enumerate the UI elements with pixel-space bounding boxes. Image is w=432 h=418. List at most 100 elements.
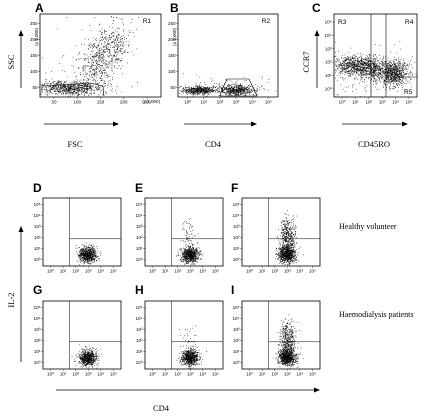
- scatter-point: [75, 81, 77, 83]
- scatter-point: [247, 91, 249, 93]
- scatter-point: [68, 84, 70, 85]
- scatter-point: [87, 86, 89, 88]
- scatter-point: [348, 57, 350, 58]
- scatter-point: [103, 80, 105, 82]
- scatter-point: [247, 91, 248, 92]
- scatter-point: [249, 89, 251, 91]
- scatter-point: [343, 64, 345, 65]
- scatter-point: [367, 68, 369, 69]
- scatter-point: [111, 68, 113, 70]
- scatter-point: [221, 88, 223, 89]
- scatter-point: [204, 89, 206, 90]
- scatter-point: [386, 68, 387, 69]
- scatter-point: [347, 63, 348, 65]
- scatter-point: [376, 66, 378, 67]
- scatter-point: [380, 69, 382, 70]
- scatter-point: [96, 54, 98, 56]
- scatter-point: [104, 49, 106, 50]
- scatter-point: [76, 248, 78, 249]
- scatter-point: [53, 81, 55, 83]
- scatter-point: [338, 66, 340, 68]
- scatter-point: [362, 54, 363, 55]
- scatter-point: [381, 62, 383, 64]
- scatter-point: [208, 92, 210, 93]
- scatter-point: [390, 76, 392, 78]
- scatter-point: [230, 91, 231, 92]
- scatter-point: [101, 79, 103, 81]
- scatter-point: [104, 63, 106, 65]
- scatter-point: [121, 45, 123, 47]
- scatter-point: [44, 86, 46, 88]
- scatter-point: [83, 245, 85, 246]
- scatter-point: [360, 59, 362, 60]
- scatter-point: [337, 60, 339, 62]
- scatter-point: [229, 93, 231, 95]
- scatter-point: [60, 82, 62, 84]
- scatter-point: [401, 84, 403, 86]
- scatter-point: [194, 94, 195, 95]
- scatter-point: [343, 62, 344, 64]
- scatter-point: [111, 58, 112, 59]
- scatter-point: [348, 64, 350, 66]
- scatter-point: [85, 84, 86, 86]
- scatter-point: [397, 76, 399, 78]
- scatter-point: [63, 85, 65, 87]
- scatter-point: [263, 88, 265, 90]
- panel-d-events: [75, 242, 102, 267]
- scatter-point: [92, 250, 93, 252]
- scatter-point: [371, 72, 373, 73]
- scatter-point: [397, 75, 399, 77]
- scatter-point: [230, 86, 232, 88]
- scatter-point: [120, 38, 122, 40]
- scatter-point: [72, 88, 73, 90]
- scatter-point: [374, 66, 376, 68]
- scatter-point: [231, 84, 232, 86]
- scatter-point: [370, 68, 372, 70]
- scatter-point: [367, 57, 369, 59]
- scatter-point: [397, 70, 399, 72]
- scatter-point: [390, 65, 391, 67]
- scatter-point: [383, 82, 385, 84]
- scatter-point: [109, 47, 111, 49]
- scatter-point: [201, 86, 202, 88]
- scatter-point: [394, 82, 396, 84]
- scatter-point: [197, 88, 198, 90]
- scatter-point: [411, 72, 413, 74]
- scatter-point: [403, 68, 405, 69]
- scatter-point: [192, 92, 194, 94]
- scatter-point: [358, 66, 359, 67]
- scatter-point: [229, 91, 231, 93]
- scatter-point: [87, 259, 89, 261]
- scatter-point: [70, 86, 72, 88]
- scatter-point: [74, 89, 75, 91]
- scatter-point: [64, 91, 65, 92]
- scatter-point: [114, 66, 116, 68]
- scatter-point: [383, 87, 384, 88]
- scatter-point: [79, 87, 81, 89]
- scatter-point: [88, 44, 89, 46]
- scatter-point: [218, 87, 219, 89]
- scatter-point: [229, 92, 231, 94]
- scatter-point: [84, 253, 86, 254]
- scatter-point: [390, 71, 392, 73]
- scatter-point: [386, 70, 388, 72]
- scatter-point: [106, 35, 107, 37]
- scatter-point: [74, 89, 76, 90]
- scatter-point: [370, 77, 372, 79]
- scatter-point: [206, 89, 207, 90]
- scatter-point: [94, 249, 96, 251]
- scatter-point: [196, 92, 197, 94]
- scatter-point: [99, 60, 100, 62]
- scatter-point: [90, 249, 92, 251]
- scatter-point: [108, 35, 110, 36]
- scatter-point: [214, 86, 216, 88]
- scatter-point: [100, 254, 101, 256]
- scatter-point: [91, 50, 93, 52]
- scatter-point: [226, 91, 228, 92]
- scatter-point: [191, 91, 193, 93]
- scatter-point: [121, 19, 123, 21]
- scatter-point: [226, 90, 228, 92]
- scatter-point: [227, 95, 229, 97]
- scatter-point: [188, 89, 190, 91]
- scatter-point: [388, 72, 390, 73]
